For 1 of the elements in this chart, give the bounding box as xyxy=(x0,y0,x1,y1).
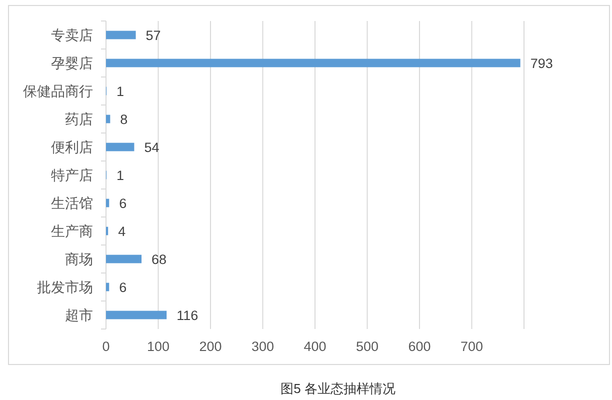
annotation: 图5 各业态抽样情况 xyxy=(280,381,396,396)
